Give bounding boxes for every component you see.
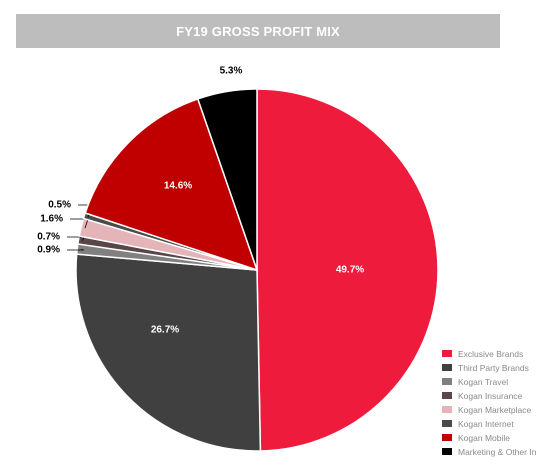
legend-item-third-party-brands: Third Party Brands — [442, 361, 536, 374]
pie-slice-kogan-mobile — [84, 97, 259, 272]
legend-swatch — [442, 420, 452, 427]
legend-swatch — [442, 434, 452, 441]
legend-item-kogan-mobile: Kogan Mobile — [442, 431, 536, 444]
legend-item-kogan-marketplace: Kogan Marketplace — [442, 403, 536, 416]
legend-label: Kogan Insurance — [458, 390, 523, 401]
chart-title: FY19 GROSS PROFIT MIX — [176, 23, 340, 39]
legend-item-kogan-internet: Kogan Internet — [442, 417, 536, 430]
legend-label: Kogan Internet — [458, 418, 514, 429]
pie-slice-exclusive-brands — [256, 88, 439, 452]
slice-label-kogan-internet: 0.5% — [48, 200, 71, 211]
legend-item-marketing-and-other-in: Marketing & Other In — [442, 445, 536, 458]
slice-label-exclusive-brands: 49.7% — [336, 265, 364, 276]
pie-slice-third-party-brands — [75, 253, 262, 452]
chart-legend: Exclusive Brands Third Party Brands Kogan … — [442, 347, 536, 459]
legend-label: Marketing & Other In — [458, 446, 537, 457]
legend-swatch — [442, 392, 452, 399]
leader-line-kogan-travel — [67, 249, 85, 251]
slice-label-third-party-brands: 26.7% — [151, 325, 179, 336]
slice-label-kogan-travel: 0.9% — [37, 245, 60, 256]
legend-label: Kogan Marketplace — [458, 404, 532, 415]
legend-label: Kogan Mobile — [458, 432, 510, 443]
slice-label-kogan-marketplace: 1.6% — [40, 214, 63, 225]
slice-label-marketing-and-other-in: 5.3% — [220, 66, 243, 77]
legend-item-kogan-insurance: Kogan Insurance — [442, 389, 536, 402]
legend-label: Kogan Travel — [458, 376, 509, 387]
legend-label: Third Party Brands — [458, 362, 529, 373]
legend-swatch — [442, 350, 452, 357]
legend-item-kogan-travel: Kogan Travel — [442, 375, 536, 388]
chart-title-banner: FY19 GROSS PROFIT MIX — [16, 14, 500, 48]
legend-swatch — [442, 364, 452, 371]
legend-label: Exclusive Brands — [458, 348, 524, 359]
slice-label-kogan-insurance: 0.7% — [37, 232, 60, 243]
slice-label-kogan-mobile: 14.6% — [164, 181, 192, 192]
pie-slice-marketing-and-other-in — [196, 88, 258, 271]
legend-swatch — [442, 406, 452, 413]
legend-swatch — [442, 448, 452, 455]
legend-item-exclusive-brands: Exclusive Brands — [442, 347, 536, 360]
legend-swatch — [442, 378, 452, 385]
